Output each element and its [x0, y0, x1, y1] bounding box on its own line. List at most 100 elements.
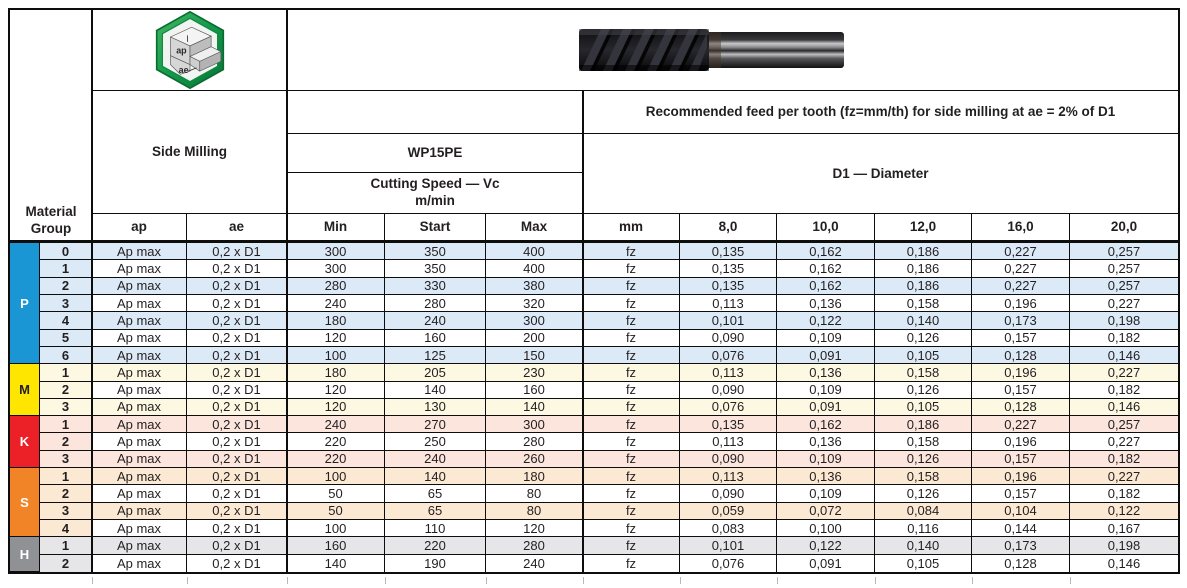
cell-vc-start: 110 [385, 520, 486, 538]
cell-ae: 0,2 x D1 [187, 260, 287, 278]
d1-diameter-header: D1 — Diameter [832, 165, 929, 181]
cell-vc-max: 240 [486, 554, 583, 572]
cell-row-number: 1 [40, 537, 92, 555]
cell-ae: 0,2 x D1 [187, 398, 287, 417]
cell-fz-d20: 0,182 [1070, 485, 1178, 503]
cell-vc-start: 220 [385, 537, 486, 555]
cell-vc-start: 125 [385, 346, 486, 365]
cell-vc-max: 280 [486, 433, 583, 451]
cell-fz-d10: 0,136 [777, 294, 875, 313]
cell-fz-d16: 0,157 [972, 450, 1070, 469]
cell-ae: 0,2 x D1 [187, 381, 287, 399]
cell-fz-d20: 0,182 [1070, 329, 1178, 347]
material-group-badge-s: S [10, 468, 40, 538]
cell-fz-d10: 0,162 [777, 416, 875, 434]
cell-fz-d12: 0,126 [875, 485, 972, 503]
cell-fz-d12: 0,158 [875, 468, 972, 486]
cell-fz-label: fz [583, 346, 680, 365]
ap-ae-step-icon: ap ae [155, 11, 224, 89]
cell-vc-start: 160 [385, 329, 486, 347]
material-group-line2: Group [30, 221, 72, 237]
cell-vc-max: 380 [486, 277, 583, 295]
cell-fz-d12: 0,158 [875, 294, 972, 313]
material-group-badge-h: H [10, 537, 40, 572]
cell-vc-start: 65 [385, 502, 486, 521]
cell-fz-d8: 0,059 [680, 502, 777, 521]
cell-vc-min: 120 [287, 329, 385, 347]
cell-fz-d10: 0,136 [777, 468, 875, 486]
cell-fz-d8: 0,090 [680, 381, 777, 399]
cell-fz-d20: 0,257 [1070, 260, 1178, 278]
cutting-speed-header: Cutting Speed — Vc m/min [287, 172, 583, 213]
cell-fz-d10: 0,100 [777, 520, 875, 538]
col-min: Min [287, 213, 385, 240]
cell-fz-d20: 0,122 [1070, 502, 1178, 521]
cell-row-number: 1 [40, 468, 92, 486]
side-milling-icon-cell: ap ae [92, 10, 287, 90]
cell-fz-label: fz [583, 485, 680, 503]
cell-fz-d12: 0,140 [875, 537, 972, 555]
cell-fz-d8: 0,076 [680, 554, 777, 572]
cell-fz-d12: 0,126 [875, 381, 972, 399]
cell-fz-d20: 0,227 [1070, 364, 1178, 382]
cell-fz-d8: 0,113 [680, 364, 777, 382]
cell-fz-d20: 0,146 [1070, 554, 1178, 572]
cell-vc-start: 140 [385, 381, 486, 399]
cell-vc-min: 180 [287, 364, 385, 382]
cell-ae: 0,2 x D1 [187, 468, 287, 486]
icon-ap-label: ap [176, 45, 187, 55]
cell-row-number: 1 [40, 260, 92, 278]
end-mill-photo [579, 29, 844, 71]
cell-fz-d8: 0,083 [680, 520, 777, 538]
cell-vc-start: 280 [385, 294, 486, 313]
cell-row-number: 5 [40, 329, 92, 347]
cell-fz-d12: 0,158 [875, 433, 972, 451]
cutoff-line-stub [875, 577, 876, 584]
cell-vc-max: 180 [486, 468, 583, 486]
material-group-badge-p: P [10, 243, 40, 365]
cell-ae: 0,2 x D1 [187, 537, 287, 555]
cell-fz-label: fz [583, 364, 680, 382]
cell-ap: Ap max [92, 364, 187, 382]
cell-fz-d16: 0,196 [972, 433, 1070, 451]
cell-ae: 0,2 x D1 [187, 520, 287, 538]
cell-vc-min: 120 [287, 398, 385, 417]
cell-vc-start: 330 [385, 277, 486, 295]
cell-vc-min: 280 [287, 277, 385, 295]
cell-ae: 0,2 x D1 [187, 433, 287, 451]
cell-fz-d16: 0,157 [972, 329, 1070, 347]
cell-row-number: 0 [40, 243, 92, 261]
cell-vc-min: 220 [287, 450, 385, 469]
cell-fz-d10: 0,109 [777, 485, 875, 503]
cell-fz-d16: 0,196 [972, 364, 1070, 382]
cell-fz-d16: 0,144 [972, 520, 1070, 538]
cell-fz-d8: 0,076 [680, 346, 777, 365]
cell-ae: 0,2 x D1 [187, 346, 287, 365]
cell-row-number: 3 [40, 450, 92, 469]
cell-fz-d10: 0,162 [777, 260, 875, 278]
column-header-row: ap ae Min Start Max mm 8,0 10,0 12,0 16,… [92, 213, 1178, 240]
cell-vc-start: 205 [385, 364, 486, 382]
cell-row-number: 6 [40, 346, 92, 365]
cell-fz-d8: 0,135 [680, 277, 777, 295]
cell-fz-d12: 0,105 [875, 346, 972, 365]
material-group-header: Material Group [10, 10, 92, 240]
cell-ae: 0,2 x D1 [187, 416, 287, 434]
cell-fz-d10: 0,109 [777, 450, 875, 469]
cell-vc-max: 400 [486, 243, 583, 261]
cell-ae: 0,2 x D1 [187, 485, 287, 503]
col-ap: ap [92, 213, 187, 240]
cell-fz-label: fz [583, 260, 680, 278]
material-group-badge-m: M [10, 364, 40, 417]
cutoff-line-stub [486, 577, 487, 584]
cell-vc-start: 350 [385, 260, 486, 278]
cell-fz-label: fz [583, 433, 680, 451]
cell-ap: Ap max [92, 520, 187, 538]
col-d16: 16,0 [972, 213, 1070, 240]
cell-row-number: 2 [40, 554, 92, 572]
cell-fz-d8: 0,101 [680, 537, 777, 555]
cell-fz-d8: 0,090 [680, 450, 777, 469]
col-d12: 12,0 [875, 213, 972, 240]
cell-fz-d16: 0,104 [972, 502, 1070, 521]
cell-vc-max: 140 [486, 398, 583, 417]
